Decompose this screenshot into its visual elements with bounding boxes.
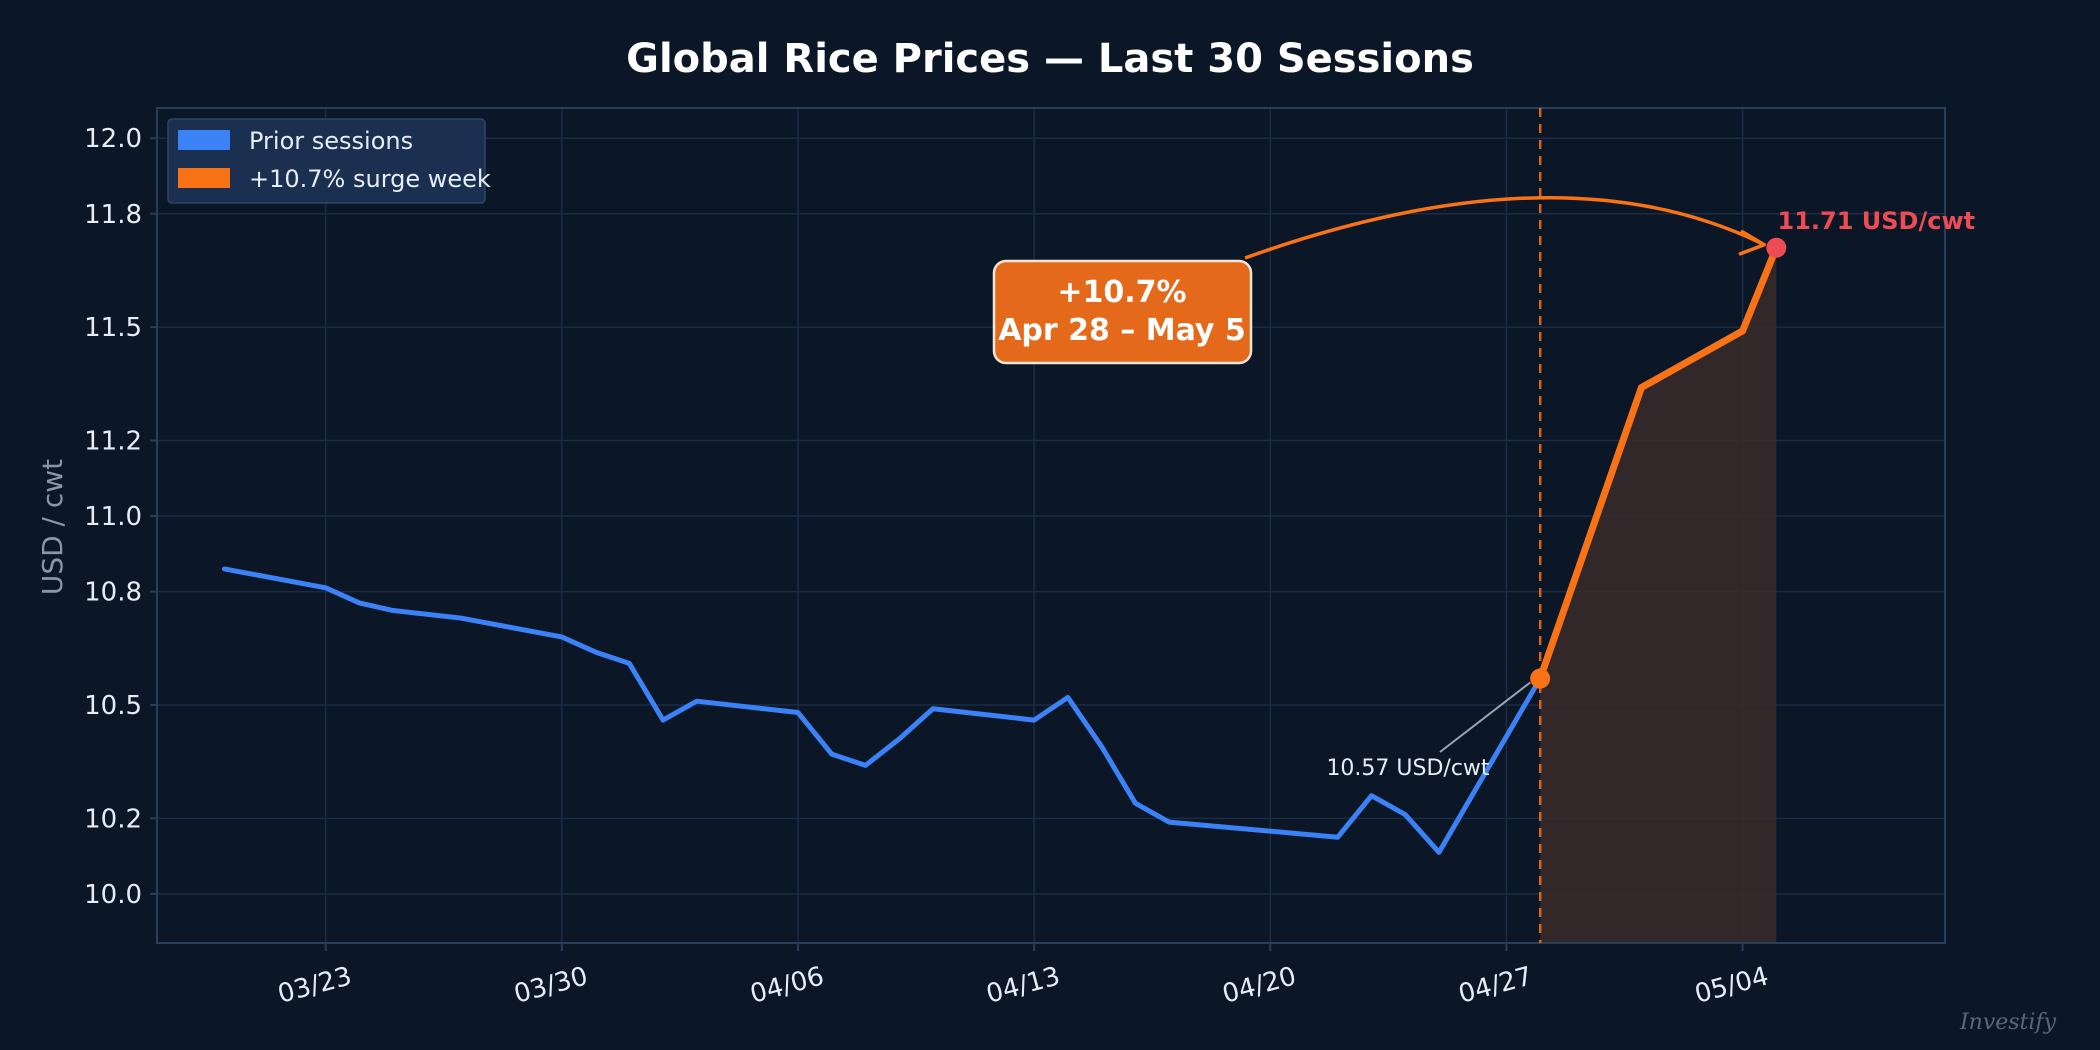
y-tick-label: 11.5 — [84, 313, 142, 343]
series-lines — [221, 244, 1780, 855]
x-tick-label: 04/06 — [747, 961, 827, 1009]
callout-arrow — [1244, 195, 1764, 260]
surge-callout-percent: +10.7% — [1057, 275, 1186, 310]
end-value-label: 11.71 USD/cwt — [1778, 207, 1976, 235]
x-tick-label: 05/04 — [1692, 961, 1772, 1009]
y-tick-label: 11.0 — [84, 502, 142, 532]
y-tick-label: 11.2 — [84, 426, 142, 456]
y-tick-label: 10.2 — [84, 804, 142, 834]
x-tick-label: 03/30 — [511, 961, 591, 1009]
series-line-surge — [1536, 244, 1780, 683]
legend-swatch — [178, 130, 230, 150]
surge-shade — [1540, 247, 1777, 943]
legend: Prior sessions +10.7% surge week — [167, 118, 491, 204]
plot-frame — [156, 107, 1946, 944]
surge-end-marker — [1766, 237, 1787, 258]
watermark: Investify — [1959, 1010, 2057, 1035]
start-label-pointer — [1439, 681, 1531, 753]
legend-label: +10.7% surge week — [249, 165, 491, 193]
grid-lines — [157, 108, 1945, 943]
x-tick-label: 04/13 — [983, 961, 1063, 1009]
chart-title: Global Rice Prices — Last 30 Sessions — [626, 36, 1474, 82]
y-axis-title: USD / cwt — [36, 459, 69, 595]
legend-label: Prior sessions — [249, 127, 413, 155]
y-axis-ticks: 10.0 10.2 10.5 10.8 11.0 11.2 11.5 11.8 12.0 — [84, 124, 157, 910]
y-tick-label: 11.8 — [84, 200, 142, 230]
surge-start-marker — [1530, 668, 1551, 689]
series-line-prior — [221, 566, 1543, 855]
y-tick-label: 10.5 — [84, 691, 142, 721]
annotations: 10.57 USD/cwt 11.71 USD/cwt +10.7%Apr 28 –… — [992, 195, 1976, 781]
callout-arrowhead — [1738, 230, 1767, 256]
plot-border — [156, 107, 1946, 944]
surge-shade-area — [1540, 247, 1777, 943]
start-value-label: 10.57 USD/cwt — [1326, 756, 1489, 781]
y-tick-label: 10.0 — [84, 880, 142, 910]
x-tick-label: 03/23 — [275, 961, 355, 1009]
x-tick-label: 04/27 — [1455, 961, 1535, 1009]
surge-callout-box — [992, 259, 1253, 365]
surge-callout-dates: Apr 28 – May 5 — [998, 313, 1246, 348]
y-tick-label: 12.0 — [84, 124, 142, 154]
x-axis-ticks: 03/23 03/30 04/06 04/13 04/20 04/27 05/04 — [275, 943, 1772, 1010]
x-tick-label: 04/20 — [1219, 961, 1299, 1009]
y-tick-label: 10.8 — [84, 578, 142, 608]
legend-swatch — [178, 168, 230, 188]
legend-box — [167, 118, 486, 204]
